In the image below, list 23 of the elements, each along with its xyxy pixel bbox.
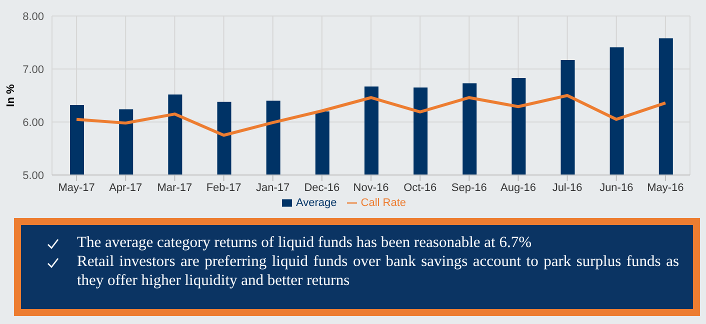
line-series xyxy=(75,94,667,137)
x-tick-label: Jan-17 xyxy=(256,182,290,194)
x-tick-label: Aug-16 xyxy=(500,182,536,194)
x-tick-label: Mar-17 xyxy=(157,182,192,194)
x-tick-label: Oct-16 xyxy=(404,182,437,194)
y-tick-label: 8.00 xyxy=(22,10,44,23)
x-tick-label: May-16 xyxy=(647,182,684,194)
y-tick-label: 7.00 xyxy=(22,64,44,76)
x-tick-label: Feb-17 xyxy=(206,182,242,194)
text: The average category returns of liquid funds has been reasonable at 6.7% xyxy=(77,233,532,252)
y-tick-label: 6.00 xyxy=(22,116,44,129)
x-tick-label: Dec-16 xyxy=(304,182,340,194)
legend-label: Average xyxy=(296,197,337,209)
x-tick-label: Jun-16 xyxy=(600,182,634,194)
x-tick-label: May-17 xyxy=(58,182,95,194)
x-tick-label: Sep-16 xyxy=(451,182,487,194)
x-tick-label: Nov-16 xyxy=(353,182,389,194)
legend-label: Call Rate xyxy=(360,197,406,209)
y-axis-title: In % xyxy=(4,84,17,107)
x-tick-label: Jul-16 xyxy=(552,182,582,194)
x-tick-label: Apr-17 xyxy=(109,182,142,194)
y-tick-label: 5.00 xyxy=(22,170,44,182)
text: Retail investors are preferring liquid funds over bank savings account to park surplus funds as they offer higher liquidity and better returns xyxy=(77,252,679,290)
